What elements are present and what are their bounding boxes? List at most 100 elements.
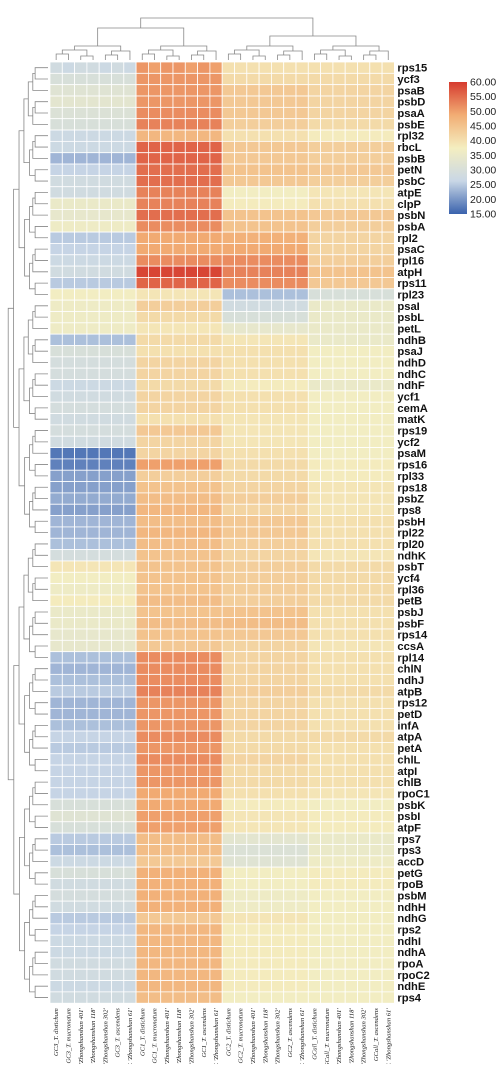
heatmap-cell <box>369 174 383 188</box>
heatmap-cell <box>209 776 223 789</box>
heatmap-cell <box>86 481 100 494</box>
heatmap-cell <box>61 174 75 188</box>
heatmap-cell <box>369 163 383 176</box>
heatmap-cell <box>111 61 125 74</box>
heatmap-cell <box>147 878 162 891</box>
heatmap-cell <box>197 84 211 97</box>
heatmap-cell <box>307 889 321 902</box>
heatmap-cell <box>49 537 63 551</box>
heatmap-cell <box>221 912 235 925</box>
heatmap-cell <box>61 662 75 675</box>
heatmap-cell <box>172 379 186 392</box>
dendrogram-link <box>34 464 48 477</box>
heatmap-cell <box>246 390 260 403</box>
heatmap-cell <box>209 163 223 176</box>
heatmap-cell <box>270 685 285 698</box>
heatmap-cell <box>283 140 297 154</box>
gene-label: rps3 <box>397 845 421 857</box>
heatmap-cell <box>135 549 149 562</box>
heatmap-cell <box>246 447 260 460</box>
heatmap-cell <box>184 764 199 777</box>
heatmap-cell <box>320 424 334 437</box>
heatmap-cell <box>258 526 272 539</box>
heatmap-cell <box>135 651 149 664</box>
heatmap-cell <box>307 787 321 800</box>
heatmap-cell <box>147 764 162 777</box>
heatmap-cell <box>307 946 321 959</box>
heatmap-cell <box>258 163 272 176</box>
heatmap-cell <box>135 106 149 120</box>
heatmap-cell <box>246 322 260 335</box>
heatmap-cell <box>295 254 309 267</box>
heatmap-cell <box>147 968 162 981</box>
heatmap-cell <box>86 231 100 244</box>
heatmap-cell <box>111 367 125 380</box>
heatmap-cell <box>197 95 211 108</box>
heatmap-cell <box>135 719 149 732</box>
heatmap-cell <box>98 118 112 131</box>
heatmap-cell <box>172 946 186 959</box>
sample-label: GC3_T. 'Zhongshanshan 302' <box>102 1008 109 1064</box>
gene-label: ndhJ <box>397 675 424 687</box>
heatmap-cell <box>320 696 334 709</box>
heatmap-cell <box>320 685 334 698</box>
heatmap-cell <box>246 844 260 857</box>
heatmap-cell <box>270 798 285 811</box>
heatmap-cell <box>209 197 223 210</box>
heatmap-cell <box>307 753 321 766</box>
heatmap-cell <box>98 889 112 902</box>
heatmap-cell <box>295 413 309 426</box>
heatmap-cell <box>49 345 63 358</box>
heatmap-cell <box>123 367 137 380</box>
heatmap-cell <box>135 163 149 176</box>
heatmap-cell <box>344 798 358 811</box>
heatmap-cell <box>320 492 334 505</box>
heatmap-cell <box>160 243 174 256</box>
heatmap-cell <box>234 174 248 188</box>
heatmap-cell <box>184 447 199 460</box>
heatmap-cell <box>111 968 125 981</box>
heatmap-cell <box>307 844 321 857</box>
heatmap-cell <box>332 889 346 902</box>
heatmap-cell <box>221 129 235 142</box>
heatmap-cell <box>332 662 346 675</box>
heatmap-cell <box>295 946 309 959</box>
heatmap-cell <box>135 889 149 902</box>
heatmap-cell <box>234 469 248 482</box>
heatmap-cell <box>307 424 321 437</box>
dendrogram-link <box>314 53 328 60</box>
heatmap-cell <box>357 356 371 369</box>
heatmap-cell <box>123 742 137 755</box>
sample-label: GC3_T. ascendens <box>115 1008 122 1058</box>
heatmap-cell <box>369 889 383 902</box>
dendrogram-link <box>34 101 48 114</box>
heatmap-cell <box>135 492 149 505</box>
heatmap-cell <box>111 231 125 244</box>
heatmap-cell <box>357 639 371 653</box>
heatmap-cell <box>172 685 186 698</box>
dendrogram-link <box>34 838 48 851</box>
heatmap-cell <box>135 583 149 596</box>
heatmap-cell <box>147 447 162 460</box>
heatmap-cell <box>283 798 297 811</box>
heatmap-cell <box>381 742 395 755</box>
dendrogram-link <box>148 49 174 56</box>
heatmap-cell <box>258 243 272 256</box>
heatmap-cell <box>209 787 223 800</box>
heatmap-cell <box>111 651 125 664</box>
heatmap-cell <box>135 832 149 845</box>
heatmap-cell <box>283 526 297 539</box>
heatmap-cell <box>172 855 186 868</box>
heatmap-cell <box>332 209 346 222</box>
heatmap-cell <box>307 152 321 165</box>
heatmap-cell <box>135 900 149 913</box>
heatmap-cell <box>295 469 309 482</box>
heatmap-cell <box>111 912 125 925</box>
heatmap-cell <box>61 356 75 369</box>
heatmap-cell <box>74 934 88 947</box>
heatmap-cell <box>307 707 321 721</box>
heatmap-cell <box>221 174 235 188</box>
heatmap-cell <box>246 140 260 154</box>
heatmap-cell <box>172 413 186 426</box>
heatmap-cell <box>295 855 309 868</box>
